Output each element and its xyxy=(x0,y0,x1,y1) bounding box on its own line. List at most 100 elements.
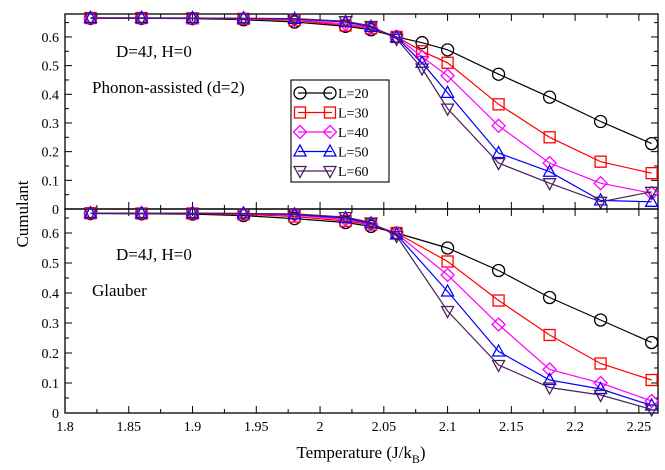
data-point xyxy=(542,362,558,377)
data-point xyxy=(363,217,379,231)
panel-annotation: D=4J, H=0 xyxy=(116,245,192,264)
legend-box xyxy=(290,79,390,183)
data-point xyxy=(134,10,149,24)
y-tick-label: 0.4 xyxy=(42,287,60,302)
data-point xyxy=(542,372,557,386)
x-axis-label: Temperature (J/kB) xyxy=(296,443,425,466)
data-point xyxy=(185,12,200,26)
data-point xyxy=(440,85,455,99)
data-point xyxy=(491,118,507,134)
data-point xyxy=(287,13,302,27)
panels-layer: 0 0.1 0.2 0.3 0.4 0.5 0.6 D=4J, H=0 Phonon-assis… xyxy=(42,10,660,435)
data-point xyxy=(440,305,455,319)
x-tick-label: 2.05 xyxy=(372,420,397,435)
data-point xyxy=(542,178,557,192)
legend-label: L=40 xyxy=(338,126,368,141)
data-point xyxy=(593,313,608,327)
data-point xyxy=(415,36,429,50)
legend-entry: L=60 xyxy=(292,165,368,180)
data-point xyxy=(542,155,558,171)
data-point xyxy=(491,157,506,171)
legend-marker xyxy=(323,106,337,119)
data-point xyxy=(440,267,455,283)
data-point xyxy=(542,163,557,177)
data-point xyxy=(185,208,200,222)
series-bottom-l60 xyxy=(83,208,659,418)
data-point xyxy=(440,68,455,84)
data-point xyxy=(440,43,455,57)
data-point xyxy=(414,63,430,77)
legend-entry: L=20 xyxy=(293,86,368,102)
data-point xyxy=(594,357,607,370)
panel-annotation: Glauber xyxy=(92,281,147,300)
data-point xyxy=(134,205,149,219)
x-tick-label: 1.95 xyxy=(244,420,269,435)
data-point xyxy=(593,192,608,206)
data-point xyxy=(593,175,609,191)
data-point xyxy=(83,10,98,24)
y-axis-label: Cumulant xyxy=(13,180,32,247)
data-point xyxy=(491,263,506,278)
data-point xyxy=(338,211,353,225)
legend-label: L=50 xyxy=(338,146,368,161)
data-point xyxy=(185,205,200,219)
data-point xyxy=(593,114,608,129)
legend-marker xyxy=(293,106,307,119)
x-tick-label: 1.8 xyxy=(56,420,74,435)
series-line xyxy=(90,212,652,407)
data-point xyxy=(389,29,404,43)
y-tick-label: 0.3 xyxy=(42,317,60,332)
data-point xyxy=(287,208,302,222)
data-point xyxy=(644,393,660,409)
legend-marker xyxy=(323,86,337,100)
data-point xyxy=(491,145,506,159)
x-axis-label-main: Temperature (J/k xyxy=(296,443,412,462)
legend-entry: L=30 xyxy=(293,106,368,122)
data-point xyxy=(645,373,658,387)
y-tick-label: 0.1 xyxy=(42,174,60,189)
legend-label: L=30 xyxy=(338,107,368,122)
legend-marker xyxy=(292,165,308,179)
data-point xyxy=(389,230,404,244)
x-axis-label-subscript: B xyxy=(412,452,420,466)
y-tick-label: 0.1 xyxy=(42,377,60,392)
series-line xyxy=(90,212,652,381)
series-line xyxy=(90,212,652,402)
legend-marker xyxy=(322,143,338,157)
data-point xyxy=(440,283,455,297)
data-point xyxy=(236,208,251,222)
data-point xyxy=(644,404,659,418)
y-tick-label: 0.2 xyxy=(42,146,60,161)
data-point xyxy=(414,54,430,68)
panel-top: 0 0.1 0.2 0.3 0.4 0.5 0.6 D=4J, H=0 Phonon-assis… xyxy=(42,10,660,218)
data-point xyxy=(83,205,98,219)
data-point xyxy=(593,196,608,210)
x-tick-label: 2.1 xyxy=(439,420,457,435)
data-point xyxy=(441,255,454,268)
data-point xyxy=(83,12,98,26)
legend-label: L=60 xyxy=(338,165,368,180)
data-point xyxy=(440,103,455,117)
data-point xyxy=(134,208,149,222)
data-point xyxy=(338,16,353,30)
x-tick-label: 2.2 xyxy=(566,420,584,435)
x-tick-label: 2 xyxy=(317,420,324,435)
data-point xyxy=(542,90,557,104)
y-tick-label: 0 xyxy=(52,407,59,422)
y-tick-label: 0 xyxy=(52,203,59,218)
data-point xyxy=(236,205,251,219)
legend-marker xyxy=(292,143,308,157)
legend-marker xyxy=(322,165,338,179)
data-point xyxy=(134,12,149,26)
data-point xyxy=(644,335,659,350)
series-bottom-l50 xyxy=(83,205,659,411)
plot-frame-bottom xyxy=(64,208,659,414)
x-axis-label-close: ) xyxy=(420,443,426,462)
panel-annotation: D=4J, H=0 xyxy=(116,42,192,61)
data-point xyxy=(543,328,556,342)
series-line xyxy=(90,17,652,203)
data-point xyxy=(542,382,557,396)
chart-legend: L=20 L=30 L=40 L=50 L=60 xyxy=(290,79,390,183)
data-point xyxy=(542,290,557,305)
data-point xyxy=(644,186,659,200)
